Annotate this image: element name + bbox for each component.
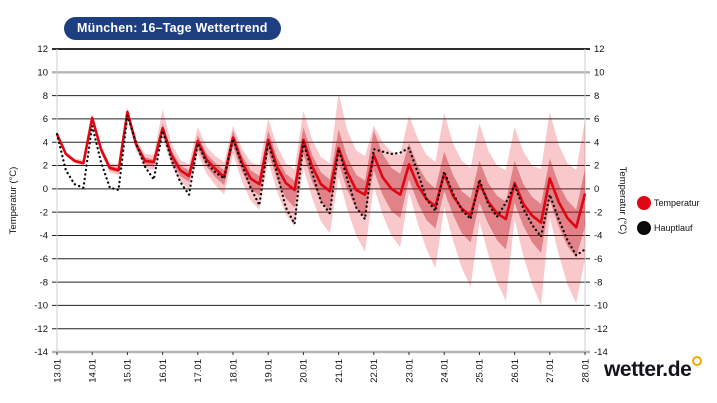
x-axis-labels: 13.01 14.01 15.01 16.01 17.01 18.01 19.01 20.01… <box>52 352 591 383</box>
chart-legend: Temperatur Hauptlauf <box>637 196 700 235</box>
svg-text:6: 6 <box>43 114 48 125</box>
gridlines <box>52 48 590 354</box>
svg-text:21.01: 21.01 <box>334 359 345 383</box>
svg-text:2: 2 <box>594 161 599 172</box>
svg-text:0: 0 <box>43 184 48 195</box>
svg-text:-6: -6 <box>594 254 602 265</box>
svg-text:-10: -10 <box>594 301 608 312</box>
svg-text:14.01: 14.01 <box>88 359 99 383</box>
svg-text:-14: -14 <box>34 347 48 358</box>
svg-text:22.01: 22.01 <box>369 359 380 383</box>
svg-text:-12: -12 <box>34 324 48 335</box>
y-axis-title-right: Temperatur (°C) <box>617 167 628 235</box>
y-axis-title-left: Temperatur (°C) <box>8 167 19 235</box>
svg-text:10: 10 <box>37 68 48 79</box>
svg-text:19.01: 19.01 <box>264 359 275 383</box>
svg-text:2: 2 <box>43 161 48 172</box>
svg-text:-8: -8 <box>40 277 48 288</box>
svg-text:0: 0 <box>594 184 599 195</box>
plot-edges <box>56 49 586 352</box>
y-axis-labels: 12 12 10 10 8 8 6 6 4 4 2 2 0 0 -2 -2 -4 -4 -6 -6 -8 -8 -10 -10… <box>34 44 607 358</box>
svg-text:24.01: 24.01 <box>440 359 451 383</box>
svg-text:6: 6 <box>594 114 599 125</box>
svg-text:-10: -10 <box>34 301 48 312</box>
svg-text:4: 4 <box>594 137 599 148</box>
chart-title-badge: München: 16–Tage Wettertrend <box>64 17 281 40</box>
svg-text:-2: -2 <box>40 207 48 218</box>
band-ensemble-outer <box>57 93 585 306</box>
svg-text:20.01: 20.01 <box>299 359 310 383</box>
hauptlauf-dot-icon <box>637 221 651 235</box>
svg-text:15.01: 15.01 <box>123 359 134 383</box>
svg-text:17.01: 17.01 <box>193 359 204 383</box>
legend-label-temperatur: Temperatur <box>654 198 700 208</box>
svg-text:12: 12 <box>37 44 48 55</box>
svg-text:4: 4 <box>43 137 48 148</box>
svg-text:-8: -8 <box>594 277 602 288</box>
svg-text:10: 10 <box>594 68 605 79</box>
svg-text:16.01: 16.01 <box>158 359 169 383</box>
logo-degree-ring-icon <box>692 356 703 366</box>
legend-item-hauptlauf[interactable]: Hauptlauf <box>637 221 700 235</box>
chart-title: München: 16–Tage Wettertrend <box>77 21 268 35</box>
hauptlauf-line <box>55 114 587 257</box>
svg-text:28.01: 28.01 <box>580 359 591 383</box>
svg-text:27.01: 27.01 <box>545 359 556 383</box>
svg-text:23.01: 23.01 <box>404 359 415 383</box>
logo-text: wetter.de <box>604 358 692 381</box>
svg-text:-6: -6 <box>40 254 48 265</box>
svg-text:-2: -2 <box>594 207 602 218</box>
legend-label-hauptlauf: Hauptlauf <box>654 223 693 233</box>
wetter-de-logo[interactable]: wetter.de <box>604 356 703 382</box>
temperatur-line <box>55 110 587 229</box>
svg-text:-4: -4 <box>594 231 602 242</box>
svg-text:18.01: 18.01 <box>228 359 239 383</box>
svg-text:26.01: 26.01 <box>510 359 521 383</box>
svg-text:8: 8 <box>43 91 48 102</box>
svg-text:-14: -14 <box>594 347 608 358</box>
legend-item-temperatur[interactable]: Temperatur <box>637 196 700 210</box>
svg-text:-4: -4 <box>40 231 48 242</box>
temperatur-dot-icon <box>637 196 651 210</box>
svg-text:-12: -12 <box>594 324 608 335</box>
svg-text:13.01: 13.01 <box>52 359 63 383</box>
svg-text:8: 8 <box>594 91 599 102</box>
svg-text:25.01: 25.01 <box>475 359 486 383</box>
svg-text:12: 12 <box>594 44 605 55</box>
